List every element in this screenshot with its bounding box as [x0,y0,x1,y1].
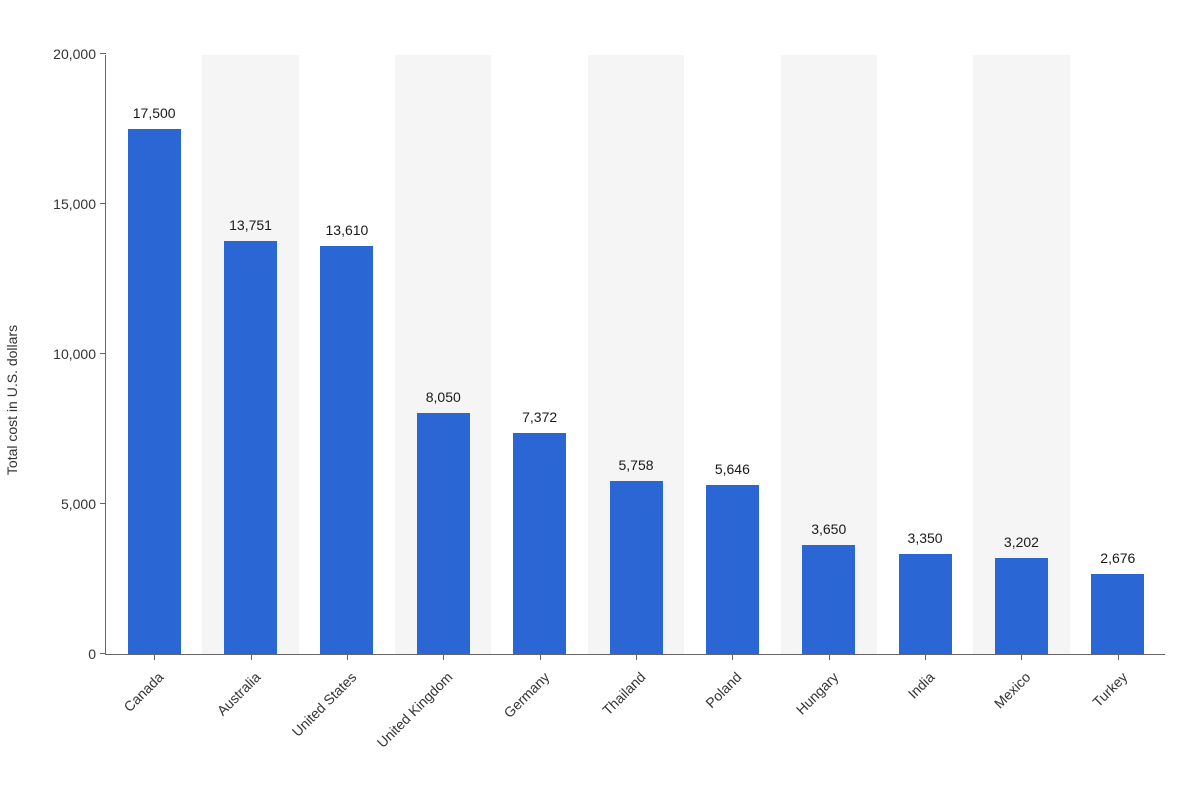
y-tick-mark [100,203,106,204]
bar [610,481,663,654]
x-tick-mark [540,654,541,660]
bar-value-label: 7,372 [522,409,557,425]
x-category-label: Poland [660,669,745,754]
x-category-label: Hungary [756,669,841,754]
bar [320,246,373,654]
bar [706,485,759,654]
x-tick-mark [1021,654,1022,660]
y-tick-mark [100,503,106,504]
bar-value-label: 5,646 [715,461,750,477]
x-tick-mark [443,654,444,660]
bar-value-label: 17,500 [133,105,176,121]
x-category-label: United Kingdom [371,669,456,754]
bar-group: 13,610 [320,246,373,654]
chart-container: Total cost in U.S. dollars 05,00010,0001… [0,0,1200,800]
y-tick-mark [100,53,106,54]
x-category-label: India [853,669,938,754]
bar-value-label: 3,650 [811,521,846,537]
bar-value-label: 3,350 [908,530,943,546]
bar-group: 5,758 [610,481,663,654]
bar [802,545,855,655]
bar-group: 5,646 [706,485,759,654]
bar-value-label: 5,758 [618,457,653,473]
bar-group: 13,751 [224,241,277,654]
bar-group: 8,050 [417,413,470,655]
x-tick-mark [925,654,926,660]
plot-area: 05,00010,00015,00020,00017,500Canada13,7… [105,55,1165,655]
bar-value-label: 13,751 [229,217,272,233]
x-category-label: Turkey [1045,669,1130,754]
x-tick-mark [154,654,155,660]
x-category-label: Australia [178,669,263,754]
bar [224,241,277,654]
x-tick-mark [636,654,637,660]
bar-value-label: 3,202 [1004,534,1039,550]
x-category-label: Canada [82,669,167,754]
bar-group: 3,650 [802,545,855,655]
x-tick-mark [347,654,348,660]
bar [899,554,952,655]
x-category-label: Thailand [564,669,649,754]
x-category-label: Mexico [949,669,1034,754]
bar-value-label: 2,676 [1100,550,1135,566]
bar [513,433,566,654]
bar [128,129,181,654]
x-category-label: Germany [467,669,552,754]
y-tick-label: 20,000 [53,46,106,62]
bar-group: 3,350 [899,554,952,655]
x-tick-mark [732,654,733,660]
bar [417,413,470,655]
y-tick-label: 5,000 [61,496,106,512]
bar-group: 2,676 [1091,574,1144,654]
x-category-label: United States [275,669,360,754]
bar-group: 17,500 [128,129,181,654]
bar-group: 7,372 [513,433,566,654]
y-axis-label: Total cost in U.S. dollars [4,325,20,475]
x-tick-mark [829,654,830,660]
bar-value-label: 13,610 [325,222,368,238]
y-tick-mark [100,353,106,354]
x-tick-mark [1118,654,1119,660]
bar [1091,574,1144,654]
y-tick-label: 15,000 [53,196,106,212]
y-tick-label: 10,000 [53,346,106,362]
x-tick-mark [251,654,252,660]
y-tick-label: 0 [88,646,106,662]
bar-group: 3,202 [995,558,1048,654]
bar [995,558,1048,654]
y-tick-mark [100,653,106,654]
bar-value-label: 8,050 [426,389,461,405]
